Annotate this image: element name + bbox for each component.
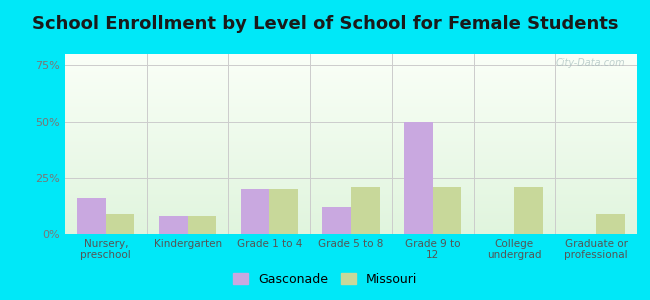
Bar	[77, 198, 106, 234]
Text: City-Data.com: City-Data.com	[556, 58, 625, 68]
Bar	[269, 189, 298, 234]
Text: School Enrollment by Level of School for Female Students: School Enrollment by Level of School for…	[32, 15, 618, 33]
Bar	[514, 187, 543, 234]
Bar	[322, 207, 351, 234]
Bar	[188, 216, 216, 234]
Bar	[404, 122, 433, 234]
Bar	[159, 216, 188, 234]
Bar	[596, 214, 625, 234]
Bar	[351, 187, 380, 234]
Bar	[433, 187, 462, 234]
Bar	[240, 189, 269, 234]
Legend: Gasconade, Missouri: Gasconade, Missouri	[228, 268, 422, 291]
Bar	[106, 214, 135, 234]
